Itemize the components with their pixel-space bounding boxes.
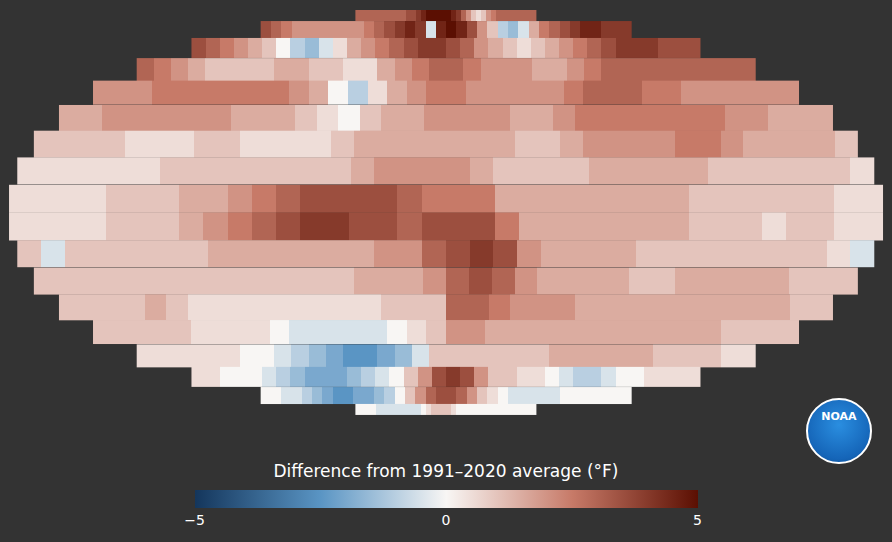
svg-text:0: 0 xyxy=(442,512,451,528)
svg-text:−5: −5 xyxy=(184,512,205,528)
svg-text:5: 5 xyxy=(693,512,702,528)
html-text:NOAA: NOAA xyxy=(821,410,857,423)
svg-text:Difference from 1991–2020 aver: Difference from 1991–2020 average (°F) xyxy=(274,461,619,481)
